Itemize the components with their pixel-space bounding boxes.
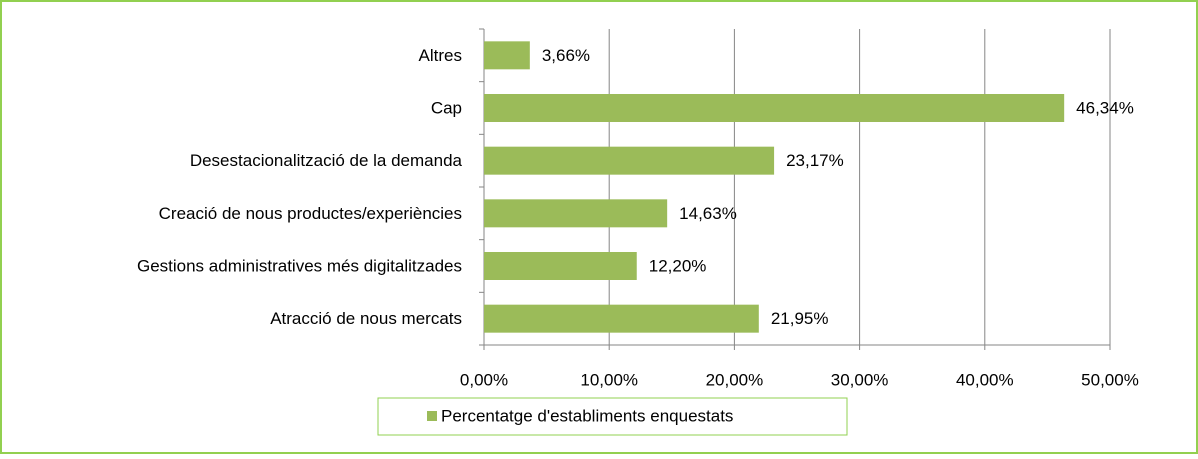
value-label: 23,17%: [786, 151, 844, 170]
bar: [484, 304, 759, 333]
x-tick-label: 20,00%: [706, 370, 764, 389]
y-tick-label: Cap: [431, 98, 462, 117]
value-label: 46,34%: [1076, 98, 1134, 117]
bar: [484, 41, 530, 70]
y-tick-label: Atracció de nous mercats: [270, 309, 462, 328]
x-tick-label: 0,00%: [460, 370, 508, 389]
value-label: 3,66%: [542, 46, 590, 65]
y-tick-label: Gestions administratives més digitalitza…: [137, 256, 462, 275]
bar: [484, 146, 775, 175]
y-tick-label: Altres: [419, 46, 462, 65]
legend-label: Percentatge d'establiments enquestats: [441, 406, 733, 425]
y-tick-label: Desestacionalització de la demanda: [190, 151, 463, 170]
legend-swatch: [427, 411, 437, 421]
x-tick-label: 40,00%: [956, 370, 1014, 389]
legend-box: [377, 397, 848, 436]
x-tick-label: 30,00%: [831, 370, 889, 389]
x-tick-label: 10,00%: [580, 370, 638, 389]
y-tick-label: Creació de nous productes/experiències: [159, 204, 462, 223]
value-label: 21,95%: [771, 309, 829, 328]
bar: [484, 94, 1065, 122]
bar: [484, 199, 668, 228]
bar: [484, 252, 637, 280]
value-label: 12,20%: [649, 256, 707, 275]
x-tick-label: 50,00%: [1081, 370, 1139, 389]
value-label: 14,63%: [679, 204, 737, 223]
